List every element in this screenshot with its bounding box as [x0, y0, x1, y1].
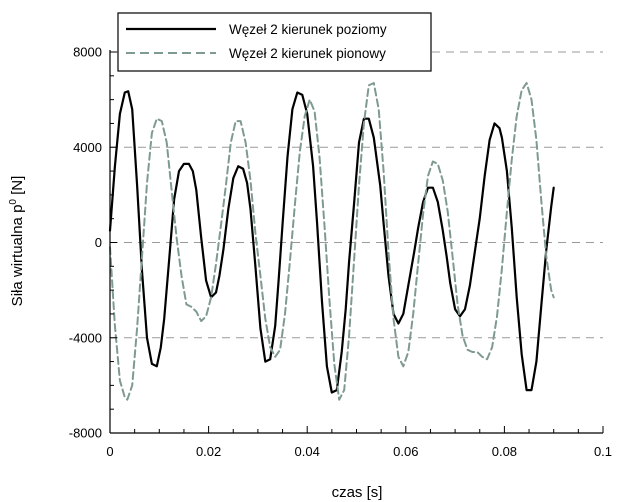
y-tick-label-0: -8000 [69, 426, 102, 441]
legend-label-pionowy: Węzeł 2 kierunek pionowy [229, 46, 386, 61]
y-axis-label-superscript: 0 [8, 199, 19, 205]
series-layer [108, 82, 555, 401]
y-axis-label: Siła wirtualna p0 [N] [8, 176, 26, 307]
tick-labels: -8000 -4000 0 4000 8000 0 0.02 0.04 0.06 0.08 0.1 [69, 45, 612, 460]
x-tick-label-2: 0.04 [295, 444, 320, 459]
x-axis-label: czas [s] [332, 484, 383, 501]
y-tick-label-1: -4000 [69, 330, 102, 345]
y-axis-label-unit: [N] [9, 176, 26, 199]
x-tick-label-5: 0.1 [594, 444, 612, 459]
axes [109, 50, 603, 434]
legend-label-poziomy: Węzeł 2 kierunek poziomy [229, 22, 387, 37]
legend: Węzeł 2 kierunek poziomy Węzeł 2 kierune… [117, 12, 432, 72]
x-tick-label-1: 0.02 [196, 444, 221, 459]
x-tick-label-3: 0.06 [393, 444, 418, 459]
y-tick-label-4: 8000 [73, 45, 102, 60]
ticks [109, 51, 604, 434]
y-tick-label-2: 0 [95, 235, 102, 250]
y-axis-label-main: Siła wirtualna p [9, 205, 26, 307]
series-line-pionowy [109, 82, 555, 401]
legend-box [117, 12, 432, 72]
x-tick-label-4: 0.08 [492, 444, 517, 459]
series-line-poziomy [108, 90, 555, 394]
y-tick-label-3: 4000 [73, 140, 102, 155]
x-tick-label-0: 0 [106, 444, 113, 459]
